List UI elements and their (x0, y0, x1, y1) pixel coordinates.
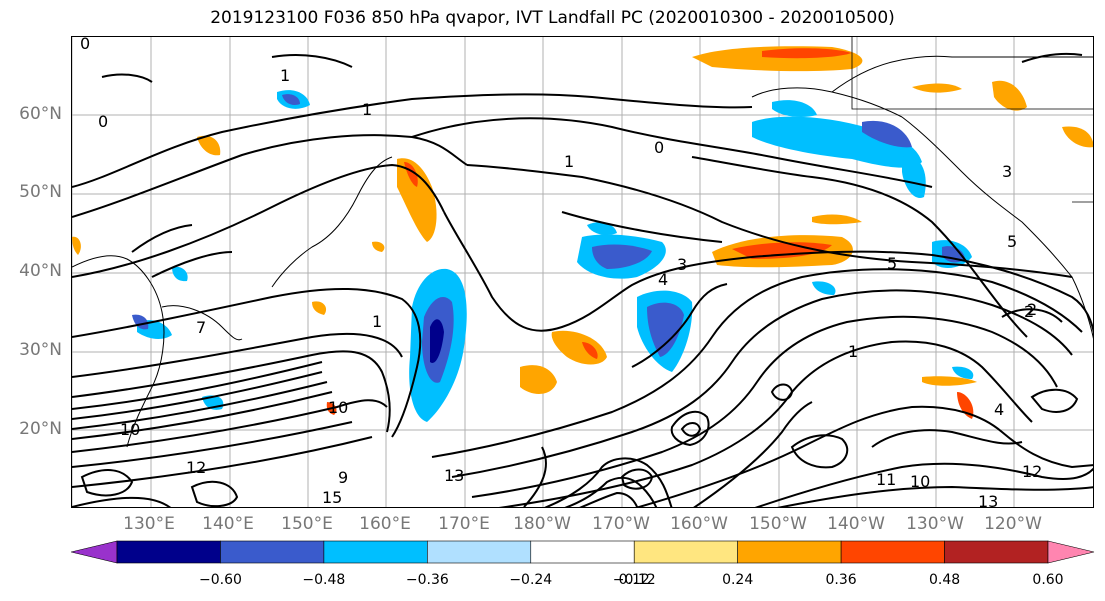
lon-label-160w: 160°W (670, 514, 728, 534)
contour-label: 2 (1024, 302, 1034, 321)
contour-label: 12 (186, 458, 206, 477)
map-panel: 0 1 0 1 1 0 3 4 3 5 5 2 1 10 10 12 9 15 … (71, 36, 1094, 508)
lon-label-140w: 140°W (827, 514, 885, 534)
lat-label-30n: 30°N (19, 340, 62, 360)
contour-label: 10 (120, 420, 140, 439)
contour-label: 9 (338, 468, 348, 487)
colorbar-tick-label: 0.48 (928, 572, 961, 588)
lon-label-130w: 130°W (906, 514, 964, 534)
colorbar-segment (116, 540, 221, 564)
map-title: 2019123100 F036 850 hPa qvapor, IVT Land… (210, 8, 895, 28)
lon-label-120w: 120°W (984, 514, 1042, 534)
contour-label: 1 (848, 342, 858, 361)
lon-label-170w: 170°W (592, 514, 650, 534)
contour-label: 0 (80, 37, 90, 53)
contour-label: 5 (887, 254, 897, 273)
lon-label-140e: 140°E (202, 514, 254, 534)
contour-label: 13 (444, 466, 464, 485)
lat-label-40n: 40°N (19, 261, 62, 281)
contour-label: 1 (280, 66, 290, 85)
colorbar-segment (840, 540, 945, 564)
contour-label: 10 (910, 472, 930, 491)
colorbar-tick-label: 0.12 (618, 572, 650, 588)
colorbar-tick-label: 0.60 (1032, 572, 1064, 588)
contour-label: 11 (876, 470, 896, 489)
colorbar-tick-label: 0.24 (722, 572, 754, 588)
lon-label-150e: 150°E (281, 514, 333, 534)
negative-anomaly-shading (132, 90, 974, 422)
contour-label: 3 (677, 255, 687, 274)
colorbar (71, 540, 1095, 564)
lat-label-20n: 20°N (19, 419, 62, 439)
colorbar-tick-label: −0.12 (612, 572, 656, 588)
contour-label: 0 (98, 112, 108, 131)
colorbar-segment (530, 540, 635, 564)
colorbar-extend-min (71, 540, 118, 564)
lon-label-170e: 170°E (438, 514, 490, 534)
positive-anomaly-shading (72, 46, 1093, 419)
contour-label: 1 (362, 100, 372, 119)
colorbar-segment (323, 540, 428, 564)
colorbar-segment (944, 540, 1049, 564)
contour-label: 2 (1027, 300, 1037, 319)
colorbar-tick-label: −0.48 (302, 572, 346, 588)
lat-label-50n: 50°N (19, 182, 62, 202)
colorbar-tick-label: 0.36 (825, 572, 857, 588)
lon-label-180w: 180°W (513, 514, 571, 534)
colorbar-segment (220, 540, 325, 564)
colorbar-tick-label: −0.60 (198, 572, 242, 588)
contour-label: 13 (978, 492, 998, 508)
colorbar-segment (737, 540, 842, 564)
lat-label-60n: 60°N (19, 104, 62, 124)
contours (72, 52, 1093, 507)
contour-label: 10 (328, 398, 348, 417)
colorbar-segment (633, 540, 738, 564)
contour-labels: 0 1 0 1 1 0 3 4 3 5 5 2 1 10 10 12 9 15 … (80, 37, 1042, 508)
contour-label: 3 (1002, 162, 1012, 181)
contour-label: 4 (658, 270, 668, 289)
colorbar-tick-label: −0.36 (405, 572, 449, 588)
contour-label: 0 (654, 138, 664, 157)
contour-label: 12 (1022, 462, 1042, 481)
contour-label: 5 (1007, 232, 1017, 251)
colorbar-tick-label: −0.24 (509, 572, 553, 588)
coastlines (72, 37, 1093, 448)
contour-label: 1 (564, 152, 574, 171)
contour-label: 4 (994, 400, 1004, 419)
contour-label: 1 (372, 312, 382, 331)
lon-label-130e: 130°E (123, 514, 175, 534)
colorbar-segment (427, 540, 532, 564)
contour-label: 15 (322, 488, 342, 507)
map-canvas: 0 1 0 1 1 0 3 4 3 5 5 2 1 10 10 12 9 15 … (72, 37, 1093, 508)
lon-label-160e: 160°E (359, 514, 411, 534)
colorbar-extend-max (1047, 540, 1095, 564)
contour-label: 7 (196, 318, 206, 337)
lon-label-150w: 150°W (749, 514, 807, 534)
